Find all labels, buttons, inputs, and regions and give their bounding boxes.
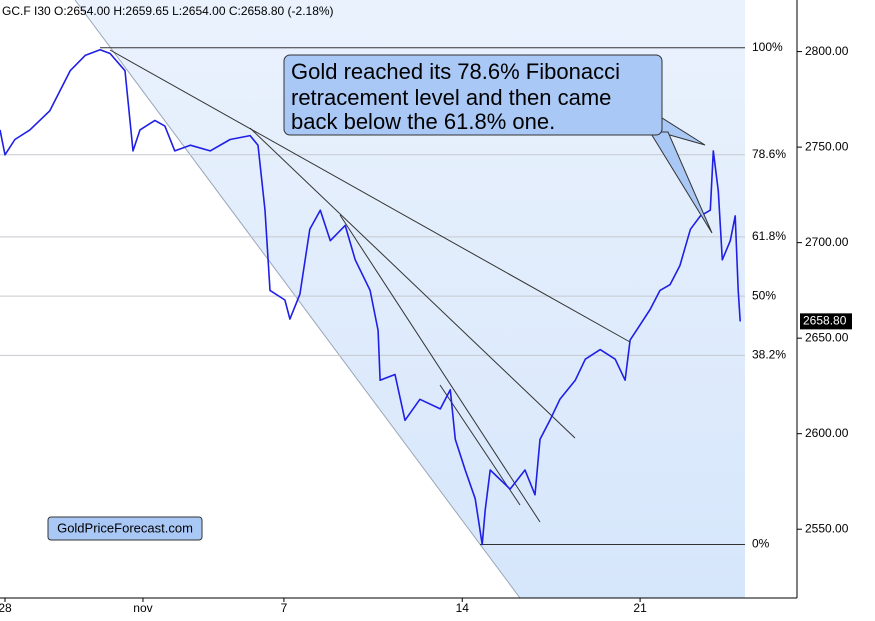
x-tick-label: nov <box>133 601 152 615</box>
callout-text: back below the 61.8% one. <box>291 109 555 134</box>
y-tick-label: 2700.00 <box>805 235 849 249</box>
trend-line <box>249 127 576 439</box>
shaded-region <box>75 0 745 598</box>
fib-label: 50% <box>752 288 776 302</box>
trend-line <box>339 214 541 523</box>
y-tick-label: 2750.00 <box>805 139 849 153</box>
price-line <box>0 48 741 546</box>
chart-title: GC.F I30 O:2654.00 H:2659.65 L:2654.00 C… <box>2 4 334 18</box>
y-tick-label: 2600.00 <box>805 426 849 440</box>
y-tick-label: 2550.00 <box>805 521 849 535</box>
last-price-label: 2658.80 <box>803 314 847 328</box>
callout-text: retracement level and then came <box>291 85 611 110</box>
fib-label: 61.8% <box>752 229 786 243</box>
watermark-box <box>47 516 203 541</box>
series <box>0 48 741 546</box>
callout-text: Gold reached its 78.6% Fibonacci <box>291 59 620 84</box>
axes: 2550.00 2600.00 2650.00 2700.00 2750.00 2800.… <box>0 44 849 615</box>
callout: Gold reached its 78.6% Fibonacci retrace… <box>283 54 713 234</box>
last-price-box <box>800 313 852 330</box>
x-tick-label: 21 <box>633 601 647 615</box>
fib-label: 38.2% <box>752 348 786 362</box>
fib-levels: 100% 78.6% 61.8% 50% 38.2% 0% <box>0 40 786 551</box>
fib-label: 0% <box>752 537 770 551</box>
x-tick-label: 7 <box>281 601 288 615</box>
watermark: GoldPriceForecast.com <box>57 520 193 535</box>
fib-label: 78.6% <box>752 147 786 161</box>
x-tick-label: 14 <box>456 601 470 615</box>
fib-label: 100% <box>752 40 783 54</box>
trend-line <box>109 49 631 343</box>
x-tick-label: 28 <box>0 601 12 615</box>
y-tick-label: 2650.00 <box>805 330 849 344</box>
callout-box <box>283 54 663 136</box>
y-tick-label: 2800.00 <box>805 44 849 58</box>
